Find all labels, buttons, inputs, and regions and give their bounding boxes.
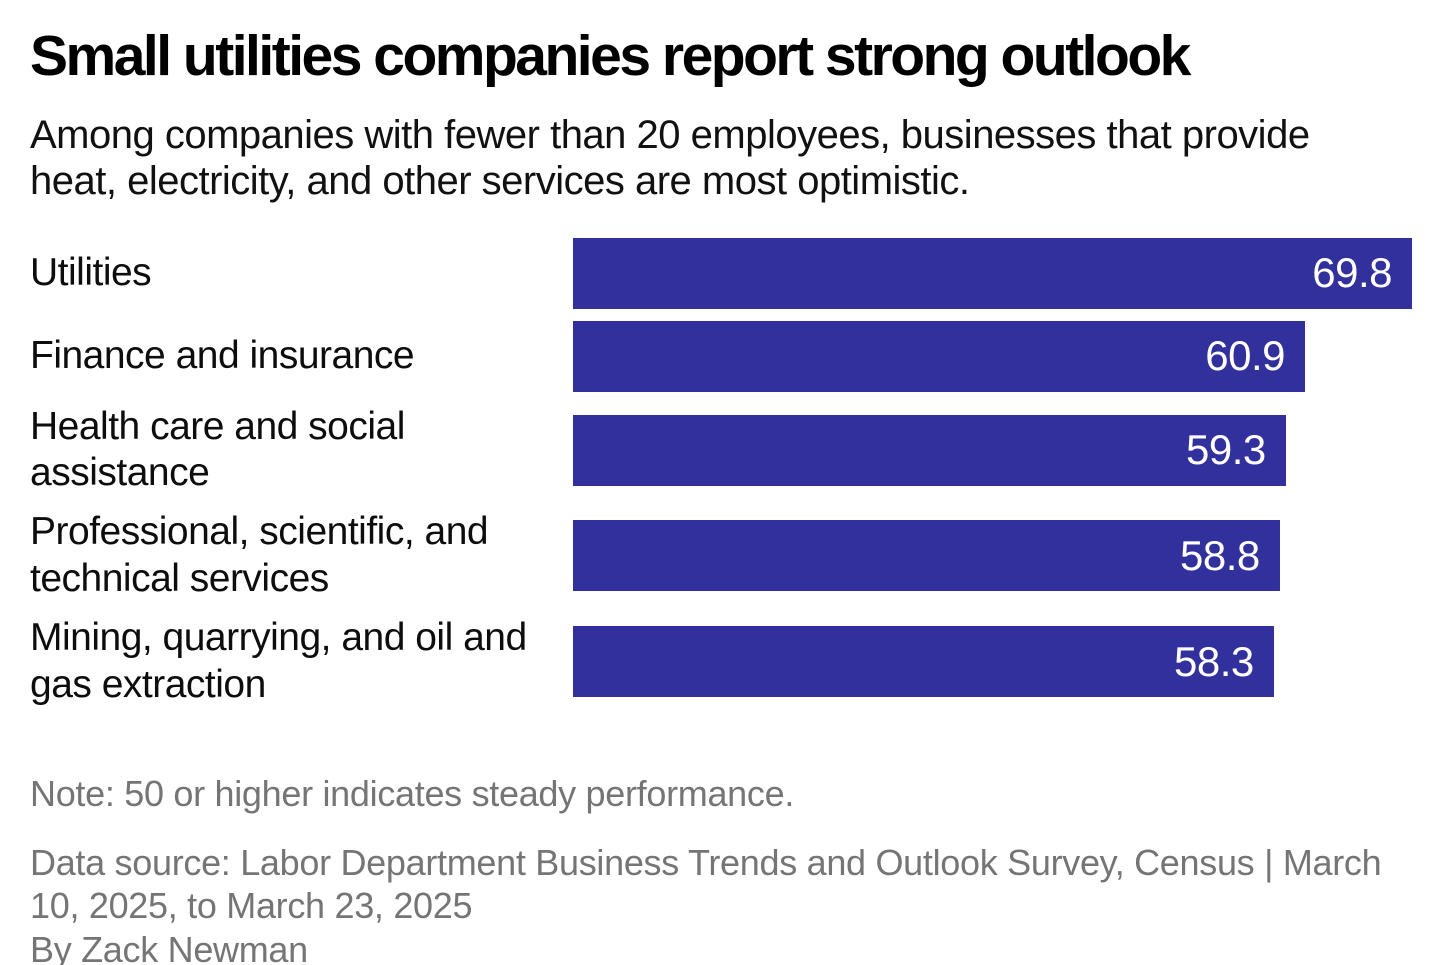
value-label: 58.3: [1174, 637, 1254, 685]
chart-row: Health care and social assistance 59.3: [30, 404, 1412, 498]
chart-row: Finance and insurance 60.9: [30, 320, 1412, 392]
value-label: 59.3: [1186, 426, 1266, 474]
bar: 60.9: [573, 320, 1306, 392]
bar: 69.8: [573, 237, 1412, 309]
bar: 58.3: [573, 626, 1274, 698]
chart-footer: Note: 50 or higher indicates steady perf…: [30, 772, 1412, 965]
bar-track: 58.8: [573, 520, 1412, 592]
category-label: Finance and insurance: [30, 333, 415, 377]
value-label: 58.8: [1180, 531, 1260, 579]
chart-row: Utilities 69.8: [30, 237, 1412, 309]
value-label: 60.9: [1205, 332, 1286, 380]
bar: 59.3: [573, 414, 1286, 486]
category-label: Mining, quarrying, and oil and gas extra…: [30, 615, 527, 706]
chart-byline: By Zack Newman: [30, 928, 308, 965]
bar: 58.8: [573, 520, 1280, 592]
category-label: Professional, scientific, and technical …: [30, 510, 489, 600]
chart-note: Note: 50 or higher indicates steady perf…: [30, 773, 795, 815]
chart-subtitle: Among companies with fewer than 20 emplo…: [30, 112, 1310, 203]
bar-track: 58.3: [573, 626, 1412, 698]
bar-track: 69.8: [573, 237, 1412, 309]
category-label: Utilities: [30, 250, 152, 294]
chart-row: Mining, quarrying, and oil and gas extra…: [30, 615, 1412, 709]
chart-title: Small utilities companies report strong …: [30, 24, 1191, 88]
value-label: 69.8: [1312, 249, 1392, 297]
bar-chart: Utilities 69.8 Finance and insurance 60.9 He…: [30, 237, 1412, 709]
bar-track: 59.3: [573, 414, 1412, 486]
category-label: Health care and social assistance: [30, 404, 405, 495]
chart-row: Professional, scientific, and technical …: [30, 509, 1412, 603]
bar-track: 60.9: [573, 320, 1412, 392]
chart-source: Data source: Labor Department Business T…: [30, 841, 1382, 927]
